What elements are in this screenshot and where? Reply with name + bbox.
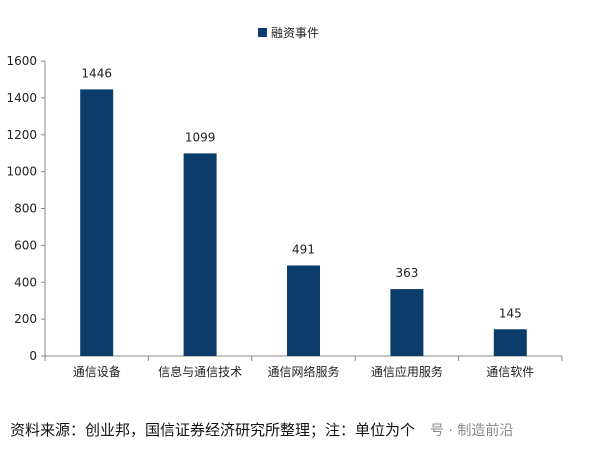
legend-label: 融资事件 bbox=[271, 26, 319, 40]
bar bbox=[287, 265, 320, 356]
category-labels: 通信设备 信息与通信技术 通信网络服务 通信应用服务 通信软件 bbox=[73, 364, 535, 379]
category-label: 通信网络服务 bbox=[267, 364, 339, 379]
bar bbox=[493, 329, 527, 356]
source-note: 资料来源：创业邦，国信证券经济研究所整理；注：单位为个 bbox=[10, 421, 416, 439]
y-tick-label: 1200 bbox=[6, 128, 37, 142]
category-label: 通信软件 bbox=[486, 365, 534, 379]
watermark: 号 · 制造前沿 bbox=[430, 423, 514, 439]
category-label: 信息与通信技术 bbox=[158, 364, 242, 379]
data-label: 1446 bbox=[81, 66, 112, 80]
y-tick-label: 600 bbox=[14, 238, 37, 252]
data-labels: 1446 1099 491 363 145 bbox=[81, 66, 521, 320]
category-label: 通信设备 bbox=[73, 365, 121, 379]
y-tick-label: 400 bbox=[14, 275, 37, 289]
y-tick-label: 0 bbox=[29, 349, 37, 363]
y-tick-label: 1600 bbox=[6, 54, 37, 68]
bar bbox=[183, 153, 217, 356]
data-label: 363 bbox=[395, 266, 418, 280]
y-tick-label: 200 bbox=[14, 312, 37, 326]
y-tick-label: 1000 bbox=[6, 165, 37, 179]
data-label: 145 bbox=[499, 306, 522, 320]
legend-swatch bbox=[258, 28, 267, 37]
legend: 融资事件 bbox=[258, 26, 319, 40]
bar bbox=[80, 89, 114, 357]
y-axis-ticks: 0 200 400 600 800 1000 1200 1400 1600 bbox=[6, 54, 45, 363]
bars bbox=[80, 89, 527, 357]
y-tick-label: 800 bbox=[14, 202, 37, 216]
y-tick-label: 1400 bbox=[6, 91, 37, 105]
data-label: 1099 bbox=[185, 130, 216, 144]
data-label: 491 bbox=[292, 242, 315, 256]
bar bbox=[390, 289, 424, 356]
category-label: 通信应用服务 bbox=[371, 364, 443, 379]
